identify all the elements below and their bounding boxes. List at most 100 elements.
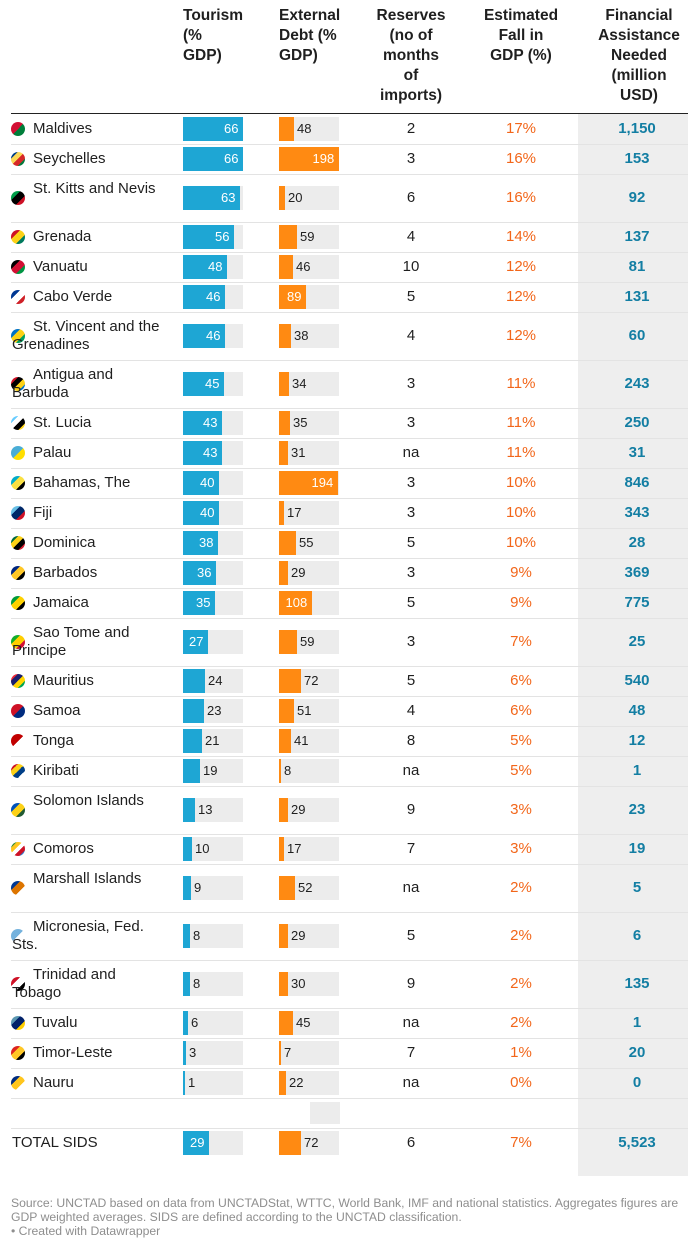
gdp-fall-value: 2% — [510, 927, 532, 944]
tourism-track: 38 — [183, 531, 243, 555]
tourism-bar — [183, 591, 215, 615]
external-debt-label: 35 — [293, 415, 308, 430]
tourism-bar — [183, 285, 225, 309]
gdp-fall-value: 3% — [510, 840, 532, 857]
tourism-label: 6 — [191, 1015, 199, 1030]
external-debt-bar — [279, 285, 306, 309]
tourism-track: 24 — [183, 669, 243, 693]
country-flag-icon — [11, 764, 25, 778]
total-tourism-bar — [183, 1131, 209, 1155]
external-debt-track: 17 — [279, 501, 339, 525]
external-debt-bar — [279, 759, 281, 783]
country-flag-icon — [11, 803, 25, 817]
external-debt-label: 7 — [284, 1045, 292, 1060]
external-debt-label: 45 — [296, 1015, 311, 1030]
external-debt-label: 89 — [287, 289, 302, 304]
external-debt-track: 34 — [279, 372, 339, 396]
row-divider — [11, 312, 688, 313]
external-debt-bar — [279, 699, 294, 723]
total-external-debt-track: 72 — [279, 1131, 339, 1155]
external-debt-label: 34 — [292, 376, 307, 391]
external-debt-bar — [279, 372, 289, 396]
row-divider — [11, 1068, 688, 1069]
credit-note: • Created with Datawrapper — [11, 1224, 161, 1238]
financial-assistance-value: 6 — [632, 927, 642, 944]
country-flag-icon — [11, 476, 25, 490]
reserves-value: 8 — [406, 732, 416, 749]
header-financial-assistance: Financial Assistance Needed (million USD… — [598, 7, 680, 104]
external-debt-track: 51 — [279, 699, 339, 723]
tourism-track: 8 — [183, 972, 243, 996]
tourism-label: 8 — [193, 976, 201, 991]
header-gdp-fall: Estimated Fall in GDP (%) — [483, 7, 559, 64]
gdp-fall-value: 16% — [505, 189, 537, 206]
financial-assistance-value: 25 — [628, 633, 646, 650]
external-debt-bar — [279, 255, 293, 279]
tourism-bar — [183, 147, 243, 171]
gdp-fall-value: 10% — [505, 504, 537, 521]
tourism-label: 9 — [194, 880, 202, 895]
external-debt-track: 22 — [279, 1071, 339, 1095]
external-debt-bar — [279, 1041, 281, 1065]
financial-assistance-value: 775 — [624, 594, 650, 611]
external-debt-track: 8 — [279, 759, 339, 783]
row-divider — [11, 1038, 688, 1039]
reserves-value: 4 — [406, 702, 416, 719]
tourism-label: 27 — [189, 634, 204, 649]
external-debt-track: 30 — [279, 972, 339, 996]
country-flag-icon — [11, 881, 25, 895]
footer: Source: UNCTAD based on data from UNCTAD… — [11, 1196, 691, 1238]
gdp-fall-value: 5% — [510, 732, 532, 749]
external-debt-track: 59 — [279, 630, 339, 654]
country-flag-icon — [11, 977, 25, 991]
external-debt-track: 89 — [279, 285, 339, 309]
reserves-value: 9 — [406, 801, 416, 818]
tourism-label: 23 — [207, 703, 222, 718]
tourism-bar — [183, 255, 227, 279]
financial-assistance-value: 135 — [624, 975, 650, 992]
external-debt-bar — [279, 876, 295, 900]
total-financial-assistance-value: 5,523 — [618, 1134, 656, 1151]
tourism-label: 56 — [215, 229, 230, 244]
row-divider — [11, 864, 688, 865]
tourism-label: 21 — [205, 733, 220, 748]
row-divider — [11, 756, 688, 757]
header-rule — [11, 113, 688, 114]
tourism-bar — [183, 669, 205, 693]
external-debt-bar — [279, 591, 312, 615]
external-debt-bar — [279, 1071, 286, 1095]
country-flag-icon — [11, 704, 25, 718]
tourism-bar — [183, 1011, 188, 1035]
tourism-label: 66 — [224, 151, 239, 166]
reserves-value: 3 — [406, 564, 416, 581]
reserves-value: 5 — [406, 672, 416, 689]
external-debt-bar — [279, 117, 294, 141]
tourism-bar — [183, 471, 219, 495]
country-flag-icon — [11, 416, 25, 430]
gdp-fall-value: 2% — [510, 879, 532, 896]
tourism-track: 43 — [183, 441, 243, 465]
reserves-value: 3 — [406, 375, 416, 392]
reserves-value: 5 — [406, 288, 416, 305]
tourism-bar — [183, 699, 204, 723]
tourism-track: 1 — [183, 1071, 243, 1095]
country-name: Maldives — [33, 120, 93, 137]
financial-assistance-value: 0 — [632, 1074, 642, 1091]
header-external-debt: External Debt (% GDP) — [279, 7, 341, 64]
financial-assistance-value: 1 — [632, 1014, 642, 1031]
country-flag-icon — [11, 122, 25, 136]
country-name: Comoros — [33, 840, 94, 857]
financial-assistance-value: 1 — [632, 762, 642, 779]
country-name: Timor-Leste — [33, 1044, 113, 1061]
external-debt-label: 46 — [296, 259, 311, 274]
country-name: St. Vincent and the Grenadines — [12, 318, 160, 353]
financial-assistance-value: 23 — [628, 801, 646, 818]
total-external-debt-bar — [279, 1131, 301, 1155]
country-flag-icon — [11, 596, 25, 610]
tourism-label: 3 — [189, 1045, 197, 1060]
gdp-fall-value: 10% — [505, 534, 537, 551]
tourism-track: 56 — [183, 225, 243, 249]
row-divider — [11, 726, 688, 727]
tourism-bar — [183, 531, 218, 555]
